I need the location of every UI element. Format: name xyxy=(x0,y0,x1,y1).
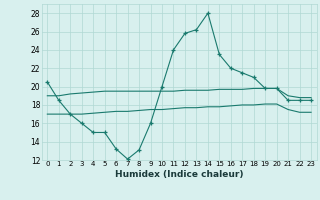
X-axis label: Humidex (Indice chaleur): Humidex (Indice chaleur) xyxy=(115,170,244,179)
